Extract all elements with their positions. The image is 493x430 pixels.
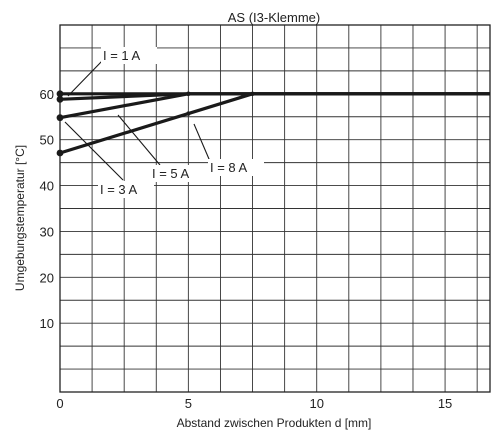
y-tick-label: 10 — [40, 316, 54, 331]
chart-title: AS (I3-Klemme) — [228, 10, 320, 25]
series-annotation-label: I = 1 A — [103, 48, 141, 63]
data-point — [56, 114, 64, 122]
data-point — [56, 149, 64, 157]
series-line — [59, 92, 490, 155]
x-axis-label: Abstand zwischen Produkten d [mm] — [177, 416, 372, 430]
x-tick-label: 0 — [56, 396, 63, 411]
data-point — [250, 91, 255, 97]
annotation-background — [208, 159, 264, 176]
series-layer — [56, 90, 490, 157]
x-tick-label: 10 — [309, 396, 323, 411]
annotation-layer: I = 1 A I = 3 A I = 5 A I = 8 A — [64, 47, 264, 198]
y-tick-label: 20 — [40, 270, 54, 285]
x-tick-label: 5 — [185, 396, 192, 411]
y-tick-label: 50 — [40, 133, 54, 148]
series-annotation-label: I = 3 A — [100, 182, 138, 197]
series-annotation-label: I = 5 A — [152, 166, 190, 181]
annotation-leader — [64, 121, 124, 181]
data-point — [186, 91, 191, 97]
y-tick-label: 30 — [40, 224, 54, 239]
data-point — [186, 111, 191, 116]
data-point — [56, 90, 64, 98]
y-tick-label: 60 — [40, 87, 54, 102]
grid — [60, 25, 490, 392]
plot-border — [59, 24, 491, 393]
y-axis-label: Umgebungstemperatur [°C] — [13, 145, 27, 291]
y-tick-label: 40 — [40, 179, 54, 194]
annotation-background — [98, 181, 154, 198]
data-point — [56, 95, 64, 103]
annotation-leader — [117, 114, 161, 166]
annotation-background — [101, 47, 157, 64]
plot-frame — [59, 24, 491, 393]
annotation-background — [150, 165, 206, 182]
tick-layer: 0 5 10 15 10 20 30 40 50 60 — [40, 87, 453, 411]
series-annotation-label: I = 8 A — [210, 160, 248, 175]
x-tick-label: 15 — [438, 396, 452, 411]
annotation-leader — [67, 59, 104, 97]
